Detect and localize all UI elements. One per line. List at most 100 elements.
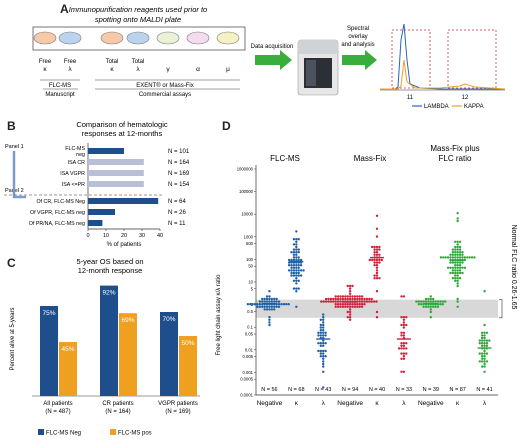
data-point bbox=[268, 321, 271, 324]
data-point bbox=[483, 323, 486, 327]
reagent-oval bbox=[126, 31, 150, 45]
data-point bbox=[456, 219, 459, 223]
data-point bbox=[368, 258, 371, 262]
data-point bbox=[454, 271, 457, 275]
data-point bbox=[454, 251, 457, 254]
data-point bbox=[292, 287, 296, 290]
data-point bbox=[322, 326, 325, 329]
data-point bbox=[295, 258, 298, 262]
bar bbox=[100, 285, 118, 396]
data-point bbox=[322, 352, 325, 355]
data-point bbox=[429, 297, 432, 301]
y-tick-label: 100000 bbox=[239, 189, 254, 194]
data-point bbox=[446, 266, 450, 269]
data-point bbox=[373, 253, 376, 256]
data-point bbox=[483, 344, 486, 347]
data-point bbox=[334, 295, 337, 298]
x-tick-label: 40 bbox=[157, 233, 163, 239]
data-point bbox=[268, 308, 271, 311]
data-point bbox=[346, 295, 349, 298]
category-label: Of CR, FLC-MS Neg bbox=[36, 199, 85, 205]
n-annotation: N = 169 bbox=[168, 171, 190, 177]
data-point bbox=[483, 360, 486, 363]
dot-column bbox=[246, 290, 290, 327]
data-point bbox=[344, 295, 347, 298]
data-point bbox=[373, 264, 376, 267]
panel-d-chart: FLC-MS Mass-Fix Mass-Fix plus FLC ratio … bbox=[216, 144, 517, 407]
data-point bbox=[402, 370, 406, 373]
data-point bbox=[322, 342, 325, 345]
data-point bbox=[470, 256, 474, 259]
reagent-label-top: Free bbox=[64, 59, 77, 65]
data-point bbox=[441, 300, 444, 303]
data-point bbox=[400, 342, 403, 345]
data-point bbox=[287, 258, 291, 262]
x-tick-label: 30 bbox=[139, 233, 145, 239]
data-point bbox=[329, 300, 333, 303]
data-point bbox=[458, 251, 462, 254]
reagent-label-top: Total bbox=[132, 59, 145, 65]
data-point bbox=[319, 323, 323, 327]
data-point bbox=[261, 305, 264, 308]
normal-range-label: Normal FLC ratio 0.26-1.65 bbox=[510, 225, 517, 310]
data-point bbox=[483, 355, 486, 358]
data-point bbox=[334, 303, 337, 306]
data-point bbox=[400, 295, 403, 298]
legend-lambda: LAMBDA bbox=[424, 104, 449, 110]
data-point bbox=[292, 279, 296, 282]
spectrum-tick-11: 11 bbox=[407, 95, 414, 101]
data-point bbox=[402, 321, 406, 324]
data-point bbox=[402, 316, 406, 319]
data-point bbox=[451, 248, 455, 251]
data-point bbox=[341, 295, 345, 298]
data-point bbox=[402, 318, 406, 321]
category-label: neg bbox=[76, 152, 85, 158]
data-point bbox=[295, 290, 298, 293]
data-point bbox=[456, 248, 459, 251]
data-point bbox=[454, 277, 457, 280]
data-point bbox=[456, 264, 459, 267]
data-point bbox=[456, 245, 459, 249]
data-point bbox=[319, 344, 323, 347]
data-point bbox=[268, 297, 271, 301]
data-point bbox=[322, 318, 325, 321]
data-point bbox=[268, 323, 271, 327]
data-point bbox=[375, 310, 379, 314]
data-point bbox=[473, 256, 476, 259]
category-label: Of PR/NA, FLC-MS neg bbox=[29, 221, 85, 227]
y-tick-label: 0.05 bbox=[245, 332, 254, 337]
data-point bbox=[339, 297, 342, 301]
data-point bbox=[282, 303, 286, 306]
group-title-mass-fix: Mass-Fix bbox=[354, 154, 386, 163]
data-point bbox=[424, 297, 428, 301]
data-point bbox=[417, 303, 420, 306]
data-point bbox=[317, 331, 320, 334]
data-point bbox=[297, 258, 300, 262]
data-point bbox=[375, 251, 379, 254]
bar bbox=[88, 209, 115, 215]
group-flc-ms-label: FLC-MS bbox=[49, 83, 71, 89]
data-point bbox=[483, 336, 486, 340]
panel-c-title-line1: 5-year OS based on bbox=[76, 257, 143, 266]
data-point bbox=[456, 282, 459, 285]
data-point bbox=[429, 305, 432, 308]
data-point bbox=[427, 300, 430, 303]
data-point bbox=[292, 243, 296, 246]
data-point bbox=[456, 271, 459, 275]
data-point bbox=[458, 277, 462, 280]
data-point bbox=[297, 264, 300, 267]
data-point bbox=[292, 274, 296, 277]
data-point bbox=[295, 282, 298, 285]
data-point bbox=[346, 303, 349, 306]
data-point bbox=[378, 253, 381, 256]
data-point bbox=[424, 305, 428, 308]
data-point bbox=[348, 305, 352, 308]
data-point bbox=[458, 253, 462, 256]
data-point bbox=[480, 336, 484, 340]
arrow-right-icon bbox=[255, 50, 292, 70]
data-point bbox=[456, 284, 459, 288]
reagent-oval bbox=[58, 31, 82, 45]
y-tick-label: 10000 bbox=[241, 212, 253, 217]
data-point bbox=[454, 274, 457, 277]
kappa-region-box bbox=[447, 29, 497, 89]
